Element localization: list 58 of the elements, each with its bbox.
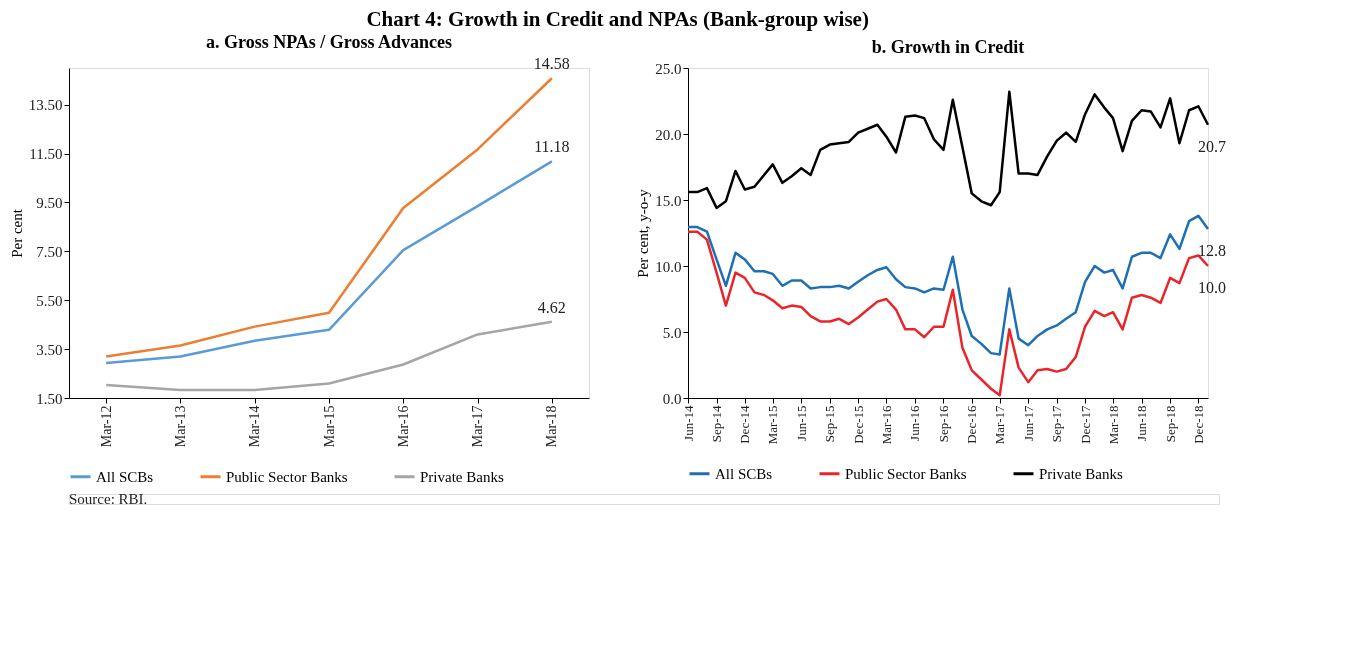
y-tick-label: 1.50 [36,390,63,407]
x-tick-label: Dec-17 [1077,405,1093,444]
x-tick-label: Dec-16 [964,405,980,444]
x-tick-label: Mar-13 [172,405,188,448]
y-tick-label: 5.50 [36,292,63,309]
y-tick-label: 3.50 [36,341,63,358]
x-tick-label: Mar-17 [470,405,486,448]
x-tick-label: Mar-15 [765,405,781,445]
x-tick-label: Mar-14 [247,405,263,448]
caption: Chart 4: Growth in Credit and NPAs (Bank-group wise) [366,6,869,31]
x-tick-label: Jun-14 [680,405,696,441]
x-tick-label: Sep-18 [1162,405,1178,443]
data-label: 4.62 [537,298,566,316]
y-tick-label: 5.0 [662,324,682,341]
x-tick-label: Sep-16 [936,405,951,443]
x-tick-label: Dec-18 [1190,405,1206,444]
data-label: 14.58 [533,55,570,73]
x-tick-label: Sep-14 [709,405,725,443]
y-tick-label: 15.0 [655,192,682,209]
y-tick-label: 13.50 [28,97,63,114]
legend-label: Private Banks [1039,465,1123,482]
x-tick-label: Mar-12 [98,405,114,448]
x-tick-label: Mar-18 [1105,405,1121,445]
x-tick-label: Dec-14 [737,405,753,444]
x-tick-label: Jun-18 [1134,405,1150,441]
x-tick-label: Sep-15 [822,405,838,443]
y-tick-label: 10.0 [655,258,682,275]
legend-label: Public Sector Banks [845,465,967,482]
legend-label: Public Sector Banks [226,468,348,485]
x-tick-label: Dec-15 [850,405,866,444]
data-label: 11.18 [534,138,570,156]
source-note: Source: RBI. [69,491,148,507]
x-tick-label: Mar-15 [321,405,337,448]
y-tick-label: 20.0 [655,126,682,143]
data-label: 12.8 [1198,242,1226,260]
legend-label: All SCBs [715,465,773,482]
y-tick-label: 9.50 [36,194,63,211]
x-tick-label: Jun-17 [1020,405,1036,441]
data-label: 10.0 [1198,279,1226,296]
x-tick-label: Mar-16 [878,405,894,445]
y-axis-title: Per cent [8,208,25,258]
legend-label: All SCBs [96,468,154,485]
line-series [104,320,554,392]
y-tick-label: 7.50 [36,243,63,260]
x-tick-label: Jun-16 [907,405,923,441]
chart-title: a. Gross NPAs / Gross Advances [205,32,453,53]
legend-label: Private Banks [420,468,504,485]
y-axis-title: Per cent, y-o-y [635,188,652,278]
x-tick-label: Mar-16 [395,405,411,448]
y-tick-label: 11.50 [29,146,63,163]
x-tick-label: Sep-17 [1049,405,1065,443]
data-label: 20.7 [1198,137,1226,155]
y-tick-label: 25.0 [655,60,682,77]
chart-title: b. Growth in Credit [871,37,1025,57]
y-tick-label: 0.0 [662,390,682,407]
x-tick-label: Jun-15 [793,405,809,441]
x-tick-label: Mar-18 [544,405,560,448]
x-tick-label: Mar-17 [992,405,1008,445]
